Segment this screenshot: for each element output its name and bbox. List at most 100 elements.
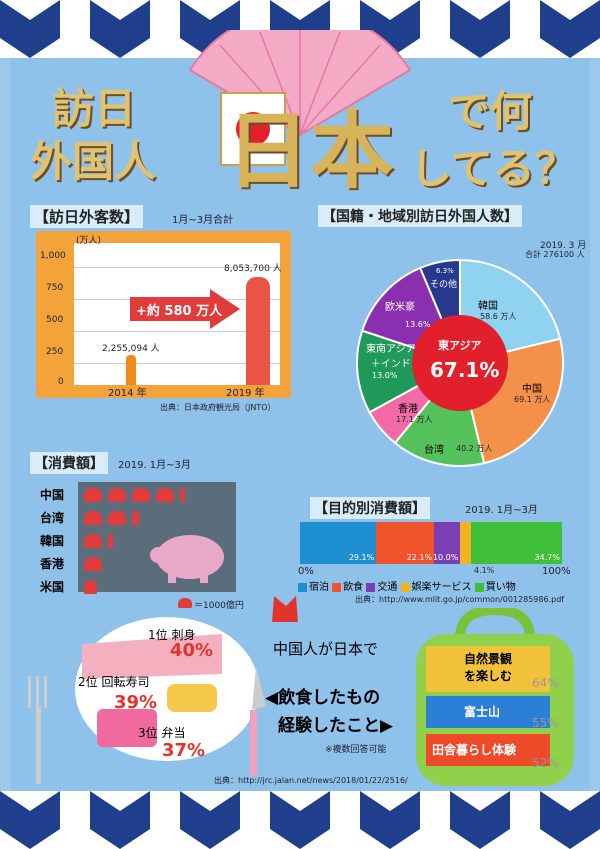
pie-label-other: その他 xyxy=(430,280,458,290)
visitors-source: 出典：日本政府観光局（JNTO） xyxy=(160,403,276,412)
spending-legend: ＝1000億円 xyxy=(194,601,244,611)
experience-card-2: 田舎暮らし体験 xyxy=(426,734,550,766)
purpose-segment-pct: 22.1% xyxy=(406,553,433,562)
down-arrow-icon xyxy=(272,596,298,622)
visitors-unit: (万人) xyxy=(76,236,102,246)
purse-icon xyxy=(108,534,114,548)
chinese-note: ※複数回答可能 xyxy=(325,745,387,755)
visitors-increase: +約 580 万人 xyxy=(136,304,223,319)
pie-slice-4 xyxy=(356,329,463,414)
purpose-axis-start: 0% xyxy=(298,566,314,577)
purpose-legend-item: 交通 xyxy=(366,582,400,593)
purpose-legend-item: 買い物 xyxy=(474,582,516,593)
yagasuri-pattern xyxy=(0,0,600,58)
bottom-pattern-band xyxy=(0,791,600,849)
chinese-heading: 中国人が日本で xyxy=(273,640,379,658)
purpose-axis-end: 100% xyxy=(542,566,571,577)
pie-value-taiwan: 40.2 万人 xyxy=(456,444,493,453)
pie-label-seasia: 東南アジア ＋インド xyxy=(366,344,416,370)
ytick-500: 500 xyxy=(46,315,64,325)
pie-label-china: 中国 xyxy=(522,384,542,395)
ytick-1000: 1,000 xyxy=(40,251,66,261)
purse-icon xyxy=(84,580,97,594)
nationality-heading: 【国籍・地域別訪日外国人数】 xyxy=(318,205,522,227)
nationality-date: 2019. 3 月 xyxy=(540,241,587,251)
visitors-period: 1月~3月合計 xyxy=(172,215,234,226)
purpose-segment-pct-small: 4.1% xyxy=(474,566,495,575)
purse-icon xyxy=(84,488,102,502)
visitors-chart: +約 580 万人 2,255,094 人 8,053,700 人 (万人) 1… xyxy=(36,231,291,399)
pie-value-china: 69.1 万人 xyxy=(514,395,551,404)
pie-label-taiwan: 台湾 xyxy=(424,445,444,456)
pie-label-hongkong: 香港 xyxy=(398,404,418,415)
nationality-total: 合計 276100 人 xyxy=(525,250,585,259)
visitors-year2: 2019 年 xyxy=(226,388,265,399)
purse-icon xyxy=(84,511,102,525)
experience-pct-2: 52% xyxy=(532,756,559,770)
food-rank1: 1位 刺身 xyxy=(148,628,196,642)
pie-center-pct: 67.1% xyxy=(430,358,500,382)
pie-label-korea: 韓国 xyxy=(478,301,498,312)
pie-value-seasia: 13.0% xyxy=(372,371,398,380)
food-pct3: 37% xyxy=(162,740,206,761)
experience-pct-1: 55% xyxy=(532,716,559,730)
purse-icon xyxy=(108,488,126,502)
purpose-stacked-bar: 29.1% 22.1% 10.0% 34.7% xyxy=(300,522,562,564)
pie-value-korea: 58.6 万人 xyxy=(480,312,517,321)
title-part2: 外国人 xyxy=(30,137,157,186)
experience-label-1: 富士山 xyxy=(464,705,501,719)
spending-heading: 【消費額】 xyxy=(30,452,108,474)
spending-country-0: 中国 xyxy=(40,488,65,502)
purse-legend-icon xyxy=(178,598,192,608)
experience-card-0: 自然景観 を楽しむ xyxy=(426,646,550,692)
purse-icon xyxy=(132,488,150,502)
experience-label-2: 田舎暮らし体験 xyxy=(432,743,517,757)
spending-country-3: 香港 xyxy=(40,557,65,571)
experience-card-1: 富士山 xyxy=(426,696,550,728)
purse-icon xyxy=(180,488,186,502)
food-rank3: 3位 弁当 xyxy=(138,726,186,740)
purpose-heading: 【目的別消費額】 xyxy=(310,497,430,519)
title-part4: で何 xyxy=(448,87,533,136)
purpose-legend-item: 娯楽サービス xyxy=(400,582,475,593)
food-pct1: 40% xyxy=(170,640,214,661)
ytick-250: 250 xyxy=(46,347,64,357)
purse-icon xyxy=(156,488,174,502)
purpose-segment-4: 34.7% xyxy=(471,522,562,564)
purse-icon xyxy=(108,511,126,525)
spending-country-1: 台湾 xyxy=(40,511,65,525)
increase-arrow-icon xyxy=(130,289,240,329)
purpose-period: 2019. 1月~3月 xyxy=(465,505,538,516)
purpose-legend-item: 宿泊 xyxy=(298,582,332,593)
purpose-segment-0: 29.1% xyxy=(300,522,377,564)
food-pct2: 39% xyxy=(114,692,158,713)
purpose-segment-pct: 29.1% xyxy=(348,553,375,562)
purpose-segment-pct: 34.7% xyxy=(534,553,560,562)
visitors-heading: 【訪日外客数】 xyxy=(30,205,144,228)
purpose-source: 出典：http://www.mlit.go.jp/common/00128598… xyxy=(355,595,565,604)
purpose-legend: 宿泊 飲食 交通 娯楽サービス 買い物 xyxy=(298,578,516,593)
bar-2014 xyxy=(126,355,136,385)
title-part1: 訪日 xyxy=(52,84,137,133)
purpose-segment-1: 22.1% xyxy=(376,522,435,564)
pie-label-western: 欧米豪 xyxy=(385,302,415,313)
pie-value-western: 13.6% xyxy=(405,320,431,329)
chinese-line1: ◀飲食したもの xyxy=(265,688,381,708)
purpose-segment-2: 10.0% xyxy=(433,522,461,564)
ytick-750: 750 xyxy=(46,283,64,293)
bar-2019 xyxy=(246,277,270,385)
food-rank2: 2位 回転寿司 xyxy=(78,675,150,689)
visitors-year1: 2014 年 xyxy=(108,388,147,399)
pie-center-label: 東アジア xyxy=(438,339,482,352)
experience-label-0: 自然景観 を楽しむ xyxy=(463,652,512,683)
spending-country-4: 米国 xyxy=(40,580,65,594)
knife-icon xyxy=(250,666,266,776)
title-part5: してる？ xyxy=(410,144,577,193)
chinese-line2: 経験したこと▶ xyxy=(278,716,394,736)
fork-icon xyxy=(28,676,47,784)
folding-fan-icon xyxy=(188,30,412,137)
visitors-value-2014: 2,255,094 人 xyxy=(102,344,160,354)
spending-period: 2019. 1月~3月 xyxy=(118,460,191,471)
purse-icon xyxy=(132,511,140,525)
yagasuri-pattern xyxy=(0,791,600,849)
